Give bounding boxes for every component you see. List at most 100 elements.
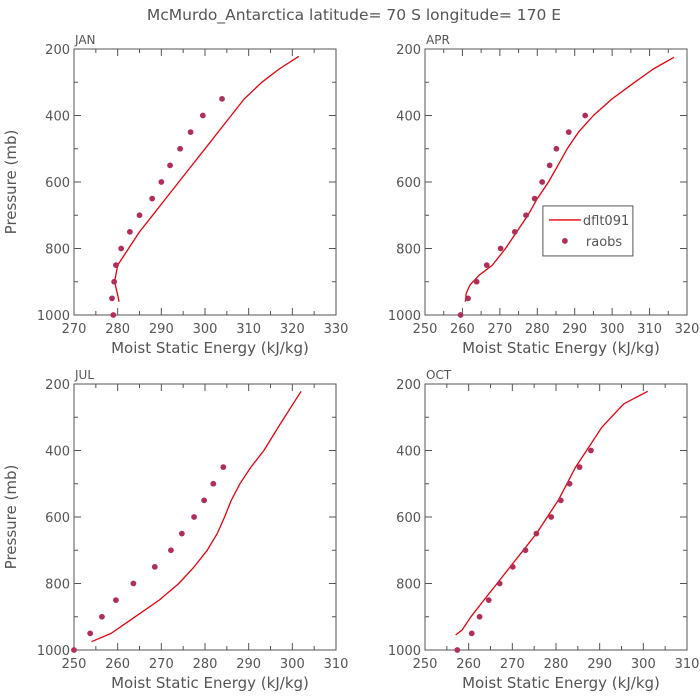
- raob-point: [483, 262, 490, 269]
- raob-point: [522, 547, 529, 554]
- x-tick-label: 250: [413, 657, 438, 672]
- raob-point: [588, 447, 594, 454]
- raob-point: [557, 497, 564, 504]
- x-tick-label: 280: [105, 322, 130, 337]
- raob-point: [113, 262, 119, 269]
- raob-point: [201, 497, 208, 504]
- x-tick-label: 330: [324, 322, 349, 337]
- x-tick-label: 290: [587, 657, 612, 672]
- x-tick-label: 270: [487, 322, 512, 337]
- raob-point: [476, 613, 483, 620]
- figure-title: McMurdo_Antarctica latitude= 70 S longit…: [147, 6, 561, 25]
- raob-point: [523, 212, 529, 219]
- x-axis-label: Moist Static Energy (kJ/kg): [111, 674, 309, 692]
- y-axis-label: Pressure (mb): [2, 130, 20, 235]
- raob-point: [509, 563, 516, 570]
- raob-point: [136, 212, 143, 219]
- raob-point: [110, 312, 117, 318]
- y-tick-label: 200: [45, 378, 70, 393]
- y-tick-label: 800: [396, 578, 421, 593]
- plot-frame: [424, 48, 688, 316]
- x-tick-label: 300: [280, 657, 305, 672]
- y-tick-label: 800: [396, 243, 421, 258]
- raob-point: [454, 647, 461, 653]
- raob-point: [118, 245, 125, 252]
- raob-point: [553, 145, 560, 152]
- y-tick-label: 400: [45, 110, 70, 125]
- panel-label: JAN: [74, 33, 96, 47]
- raob-point: [177, 145, 184, 152]
- panel-oct: OCT 250 260 270 280 290 300 310 200 400 600 800 1000…: [388, 368, 700, 692]
- plot-frame: [73, 48, 337, 316]
- x-tick-label: 310: [637, 322, 662, 337]
- raob-point: [87, 630, 94, 637]
- raob-point: [158, 179, 165, 185]
- panel-label: APR: [426, 33, 450, 47]
- x-tick-label: 290: [562, 322, 587, 337]
- y-tick-label: 600: [45, 511, 70, 526]
- y-tick-label: 800: [45, 578, 70, 593]
- raob-point: [485, 597, 492, 604]
- x-tick-label: 300: [600, 322, 625, 337]
- legend-dot-swatch: [562, 238, 568, 244]
- raob-point: [130, 580, 137, 587]
- x-tick-label: 310: [324, 657, 349, 672]
- raob-point: [187, 129, 194, 136]
- raob-point: [468, 630, 475, 637]
- raob-point: [191, 514, 197, 520]
- y-tick-label: 400: [396, 445, 421, 460]
- y-axis-label: Pressure (mb): [2, 465, 20, 570]
- panel-label: OCT: [426, 368, 452, 382]
- x-tick-label: 250: [413, 322, 438, 337]
- raob-point: [199, 112, 206, 119]
- raob-point: [167, 162, 173, 169]
- raob-point: [149, 195, 156, 202]
- raob-point: [126, 228, 133, 235]
- y-tick-label: 800: [45, 243, 70, 258]
- y-tick-label: 1000: [37, 644, 70, 659]
- x-tick-label: 320: [280, 322, 305, 337]
- raob-point: [151, 563, 158, 570]
- x-tick-label: 280: [544, 657, 569, 672]
- plot-frame: [424, 383, 688, 651]
- raob-point: [220, 464, 227, 471]
- model-line: [464, 56, 675, 302]
- y-tick-label: 1000: [388, 644, 421, 659]
- panel-apr: APR 250 260 270 280 290 300 310 320 200 400 600 800 1…: [388, 33, 700, 357]
- x-tick-label: 320: [675, 322, 700, 337]
- y-tick-label: 600: [45, 176, 70, 191]
- raob-point: [497, 245, 504, 252]
- y-tick-label: 200: [396, 378, 421, 393]
- raob-point: [533, 530, 540, 537]
- y-tick-label: 1000: [388, 309, 421, 324]
- panel-jan: JAN 270 280 290 300 310 320 330 200 400 600 800 1000…: [2, 33, 348, 357]
- y-tick-label: 400: [396, 110, 421, 125]
- raob-point: [219, 95, 225, 102]
- panel-label: JUL: [74, 368, 94, 382]
- legend-box: [542, 205, 634, 257]
- raob-point: [111, 278, 118, 285]
- x-tick-label: 300: [631, 657, 656, 672]
- x-tick-label: 250: [62, 657, 87, 672]
- x-tick-label: 260: [450, 322, 475, 337]
- x-tick-label: 280: [193, 657, 218, 672]
- model-line: [91, 390, 302, 643]
- legend-label-raobs: raobs: [586, 235, 623, 250]
- x-axis-label: Moist Static Energy (kJ/kg): [462, 674, 660, 692]
- plot-frame: [73, 383, 337, 651]
- x-axis-label: Moist Static Energy (kJ/kg): [111, 339, 309, 357]
- raob-point: [473, 278, 480, 285]
- x-tick-label: 270: [500, 657, 525, 672]
- y-tick-label: 400: [45, 445, 70, 460]
- x-tick-label: 310: [675, 657, 700, 672]
- raob-point: [566, 480, 573, 487]
- model-line: [455, 390, 649, 636]
- x-tick-label: 280: [525, 322, 550, 337]
- raob-point: [71, 647, 77, 653]
- raob-point: [178, 530, 185, 537]
- x-tick-label: 290: [149, 322, 174, 337]
- y-tick-label: 200: [396, 43, 421, 58]
- y-tick-label: 600: [396, 176, 421, 191]
- model-line: [113, 55, 300, 302]
